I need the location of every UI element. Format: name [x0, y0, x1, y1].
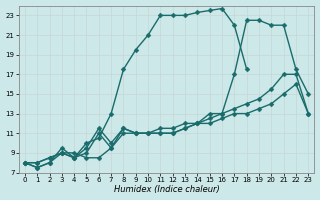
- X-axis label: Humidex (Indice chaleur): Humidex (Indice chaleur): [114, 185, 220, 194]
